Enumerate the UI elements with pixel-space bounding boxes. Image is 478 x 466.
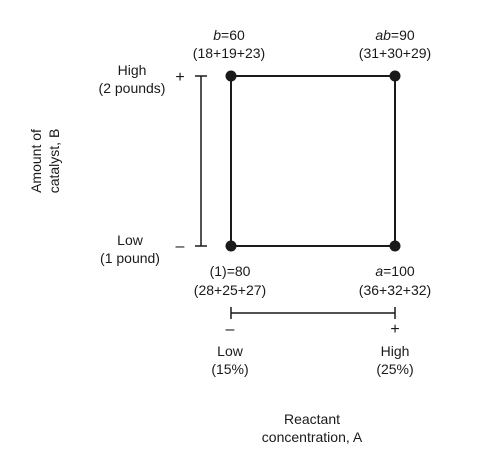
corner-point-b xyxy=(225,70,237,82)
corner-replicates-b: (18+19+23) xyxy=(193,45,265,61)
corner-label-ab: ab=90 xyxy=(375,27,415,43)
corner-label-a: a=100 xyxy=(375,263,415,279)
factor-b-high-label: High xyxy=(118,62,147,78)
corner-label-one: (1)=80 xyxy=(210,263,251,279)
corner-replicates-ab: (31+30+29) xyxy=(359,45,431,61)
corner-label-b: b=60 xyxy=(213,27,245,43)
corner-replicates-a: (36+32+32) xyxy=(359,282,431,298)
corner-replicates-one: (28+25+27) xyxy=(194,282,266,298)
factor-a-high-value: (25%) xyxy=(376,361,413,377)
factor-a-low-value: (15%) xyxy=(211,361,248,377)
factor-a-axis-title-line1: Reactant xyxy=(284,411,340,427)
corner-point-one xyxy=(225,240,237,252)
factor-a-axis-title-line2: concentration, A xyxy=(262,429,363,445)
svg-text:catalyst, B: catalyst, B xyxy=(46,129,62,194)
corner-point-ab xyxy=(389,70,401,82)
design-square xyxy=(230,75,396,247)
factor-b-axis-title: Amount of catalyst, B xyxy=(28,129,62,194)
factor-b-low-value: (1 pound) xyxy=(100,250,160,266)
factor-a-low-sign: – xyxy=(226,321,235,338)
factor-a-high-sign: + xyxy=(390,321,399,338)
svg-text:Amount of: Amount of xyxy=(28,129,44,193)
factor-a-high-label: High xyxy=(381,343,410,359)
factor-a-range-bar xyxy=(230,307,396,319)
factor-b-range-bar xyxy=(195,75,207,247)
factor-a-low-label: Low xyxy=(217,343,244,359)
factor-b-high-sign: + xyxy=(175,69,184,86)
factor-b-low-sign: – xyxy=(176,238,185,255)
factor-b-high-value: (2 pounds) xyxy=(99,80,166,96)
factor-b-low-label: Low xyxy=(117,232,144,248)
corner-point-a xyxy=(389,240,401,252)
